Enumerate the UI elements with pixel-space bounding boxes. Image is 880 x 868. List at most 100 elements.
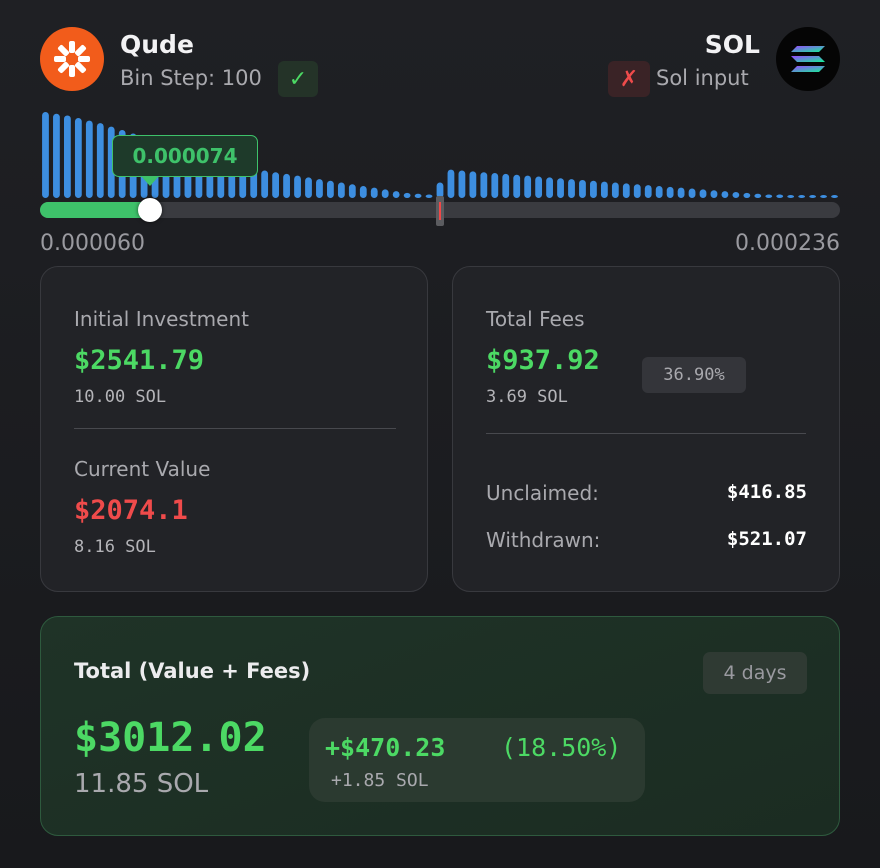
liquidity-bin xyxy=(469,171,477,198)
selected-range-fill xyxy=(40,202,151,218)
liquidity-bin xyxy=(458,170,466,198)
liquidity-bin xyxy=(644,185,652,198)
liquidity-bin xyxy=(721,191,729,198)
liquidity-bin xyxy=(535,176,543,198)
slider-handle[interactable] xyxy=(138,198,163,222)
liquidity-bin xyxy=(305,177,312,198)
liquidity-bin xyxy=(666,186,674,198)
liquidity-bin xyxy=(327,180,334,198)
sol-input-label: Sol input xyxy=(656,66,749,90)
duration-badge: 4 days xyxy=(703,652,807,694)
total-fees-sol: 3.69 SOL xyxy=(486,387,568,407)
profit-percent: (18.50%) xyxy=(501,733,622,762)
liquidity-bin xyxy=(590,180,597,198)
liquidity-bin xyxy=(710,190,718,198)
divider xyxy=(486,433,806,434)
qude-logo xyxy=(40,27,104,91)
current-price-marker xyxy=(436,196,444,226)
total-usd: $3012.02 xyxy=(74,715,267,761)
liquidity-bin xyxy=(502,173,510,198)
initial-investment-sol: 10.00 SOL xyxy=(74,387,167,407)
liquidity-bin xyxy=(392,191,400,198)
liquidity-bin xyxy=(787,195,795,198)
liquidity-bin xyxy=(776,194,784,198)
liquidity-bin xyxy=(622,183,630,198)
pair-name: Qude xyxy=(120,30,194,59)
liquidity-bin xyxy=(524,175,532,198)
liquidity-bin xyxy=(272,172,280,198)
liquidity-bin xyxy=(261,170,269,198)
fees-percent-badge: 36.90% xyxy=(642,357,746,393)
liquidity-bin xyxy=(294,175,301,198)
liquidity-bin xyxy=(64,115,71,198)
liquidity-bin xyxy=(820,195,827,198)
total-fees-label: Total Fees xyxy=(486,307,585,331)
liquidity-bin xyxy=(414,193,422,198)
check-icon: ✓ xyxy=(278,61,318,97)
liquidity-bin xyxy=(546,177,553,198)
current-value-usd: $2074.1 xyxy=(74,495,188,526)
fees-card: Total Fees $937.92 3.69 SOL 36.90% Uncla… xyxy=(452,266,840,592)
liquidity-bin xyxy=(699,189,707,198)
liquidity-bin xyxy=(568,179,575,198)
liquidity-bin xyxy=(798,195,806,198)
solana-icon xyxy=(791,46,825,72)
x-icon[interactable]: ✗ xyxy=(608,61,650,97)
liquidity-bin xyxy=(765,194,773,198)
token-name: SOL xyxy=(704,30,760,59)
liquidity-bin xyxy=(96,123,104,198)
total-card: Total (Value + Fees) 4 days $3012.02 11.… xyxy=(40,616,840,836)
liquidity-bin xyxy=(655,185,663,198)
profit-usd: +$470.23 xyxy=(325,733,446,762)
liquidity-bin xyxy=(74,118,82,198)
liquidity-bin xyxy=(436,182,444,198)
liquidity-bin xyxy=(337,182,345,198)
liquidity-bin xyxy=(316,179,323,198)
liquidity-bin xyxy=(348,184,356,198)
liquidity-bin xyxy=(579,179,586,198)
liquidity-bin xyxy=(359,185,367,198)
liquidity-bin xyxy=(283,173,290,198)
liquidity-bin xyxy=(688,188,696,198)
price-tooltip: 0.000074 xyxy=(112,135,258,186)
current-value-sol: 8.16 SOL xyxy=(74,537,156,557)
total-fees-usd: $937.92 xyxy=(486,345,600,376)
liquidity-bin xyxy=(809,195,816,198)
liquidity-bin xyxy=(85,120,93,198)
liquidity-bin xyxy=(754,193,762,198)
current-value-label: Current Value xyxy=(74,457,211,481)
profit-box: +$470.23 (18.50%) +1.85 SOL xyxy=(309,718,645,802)
liquidity-bin xyxy=(491,173,499,198)
bin-step-label: Bin Step: 100 xyxy=(120,66,262,90)
liquidity-bin xyxy=(447,169,455,198)
initial-investment-usd: $2541.79 xyxy=(74,345,205,376)
qude-logo-icon xyxy=(54,41,90,77)
initial-investment-label: Initial Investment xyxy=(74,307,249,331)
liquidity-bin xyxy=(513,174,521,198)
liquidity-bin xyxy=(831,195,838,198)
liquidity-bin xyxy=(677,187,685,198)
liquidity-bin xyxy=(732,191,740,198)
range-max-price: 0.000236 xyxy=(735,231,840,256)
total-sol: 11.85 SOL xyxy=(74,769,209,799)
liquidity-bin xyxy=(425,194,433,198)
liquidity-bin xyxy=(53,113,60,198)
liquidity-bin xyxy=(600,181,608,198)
unclaimed-label: Unclaimed: xyxy=(486,481,599,505)
value-card: Initial Investment $2541.79 10.00 SOL Cu… xyxy=(40,266,428,592)
profit-sol: +1.85 SOL xyxy=(331,770,429,791)
liquidity-bin xyxy=(557,178,564,198)
liquidity-bin xyxy=(381,189,389,198)
total-title: Total (Value + Fees) xyxy=(74,659,311,683)
sol-logo xyxy=(776,27,840,91)
liquidity-bin xyxy=(743,192,751,198)
liquidity-bin xyxy=(633,184,641,198)
range-min-price: 0.000060 xyxy=(40,231,145,256)
liquidity-bin xyxy=(370,187,378,198)
withdrawn-label: Withdrawn: xyxy=(486,528,601,552)
withdrawn-value: $521.07 xyxy=(726,528,807,550)
liquidity-bin xyxy=(480,172,488,198)
liquidity-bin xyxy=(611,182,619,198)
liquidity-bin xyxy=(42,112,49,198)
liquidity-bin xyxy=(403,192,411,198)
